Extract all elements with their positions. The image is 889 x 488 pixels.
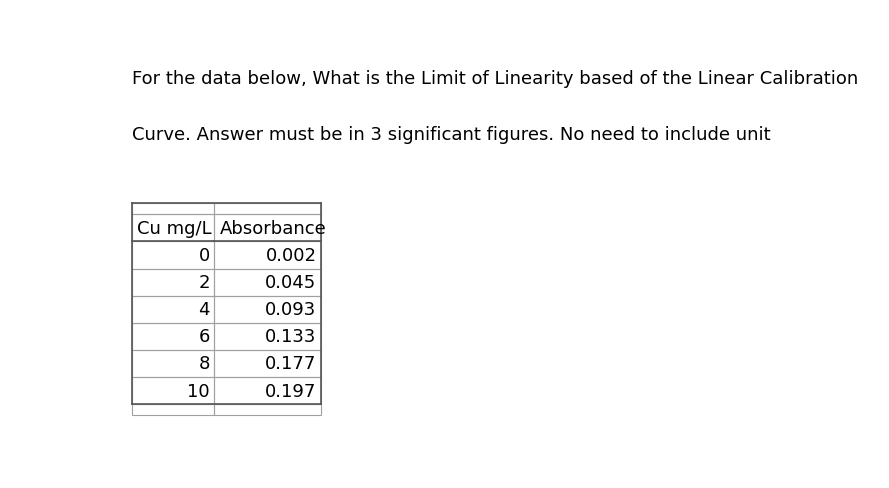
Text: 0.093: 0.093 [265, 301, 316, 319]
Text: 2: 2 [198, 274, 210, 291]
Text: 10: 10 [187, 382, 210, 400]
Text: 0: 0 [198, 246, 210, 264]
Text: 0.045: 0.045 [265, 274, 316, 291]
Bar [214, 296, 321, 323]
Bar [214, 215, 321, 242]
Bar [214, 350, 321, 377]
Text: Curve. Answer must be in 3 significant figures. No need to include unit: Curve. Answer must be in 3 significant f… [132, 126, 771, 144]
Text: Cu mg/L: Cu mg/L [137, 220, 212, 237]
Text: For the data below, What is the Limit of Linearity based of the Linear Calibrati: For the data below, What is the Limit of… [132, 70, 858, 88]
Bar [132, 296, 214, 323]
Bar [214, 269, 321, 296]
Bar [132, 323, 214, 350]
Bar [132, 350, 214, 377]
Bar [132, 404, 214, 415]
Bar [132, 242, 214, 269]
Bar [132, 215, 214, 242]
Text: Absorbance: Absorbance [220, 220, 327, 237]
Bar [132, 269, 214, 296]
Bar [214, 404, 321, 415]
Text: 0.197: 0.197 [265, 382, 316, 400]
Bar [214, 323, 321, 350]
Bar [132, 204, 214, 215]
Text: 0.133: 0.133 [265, 327, 316, 346]
Bar [214, 204, 321, 215]
Bar [214, 242, 321, 269]
Bar [214, 377, 321, 404]
Text: 0.177: 0.177 [265, 355, 316, 373]
Bar [132, 377, 214, 404]
Text: 4: 4 [198, 301, 210, 319]
Text: 6: 6 [198, 327, 210, 346]
Text: 0.002: 0.002 [266, 246, 316, 264]
Text: 8: 8 [198, 355, 210, 373]
